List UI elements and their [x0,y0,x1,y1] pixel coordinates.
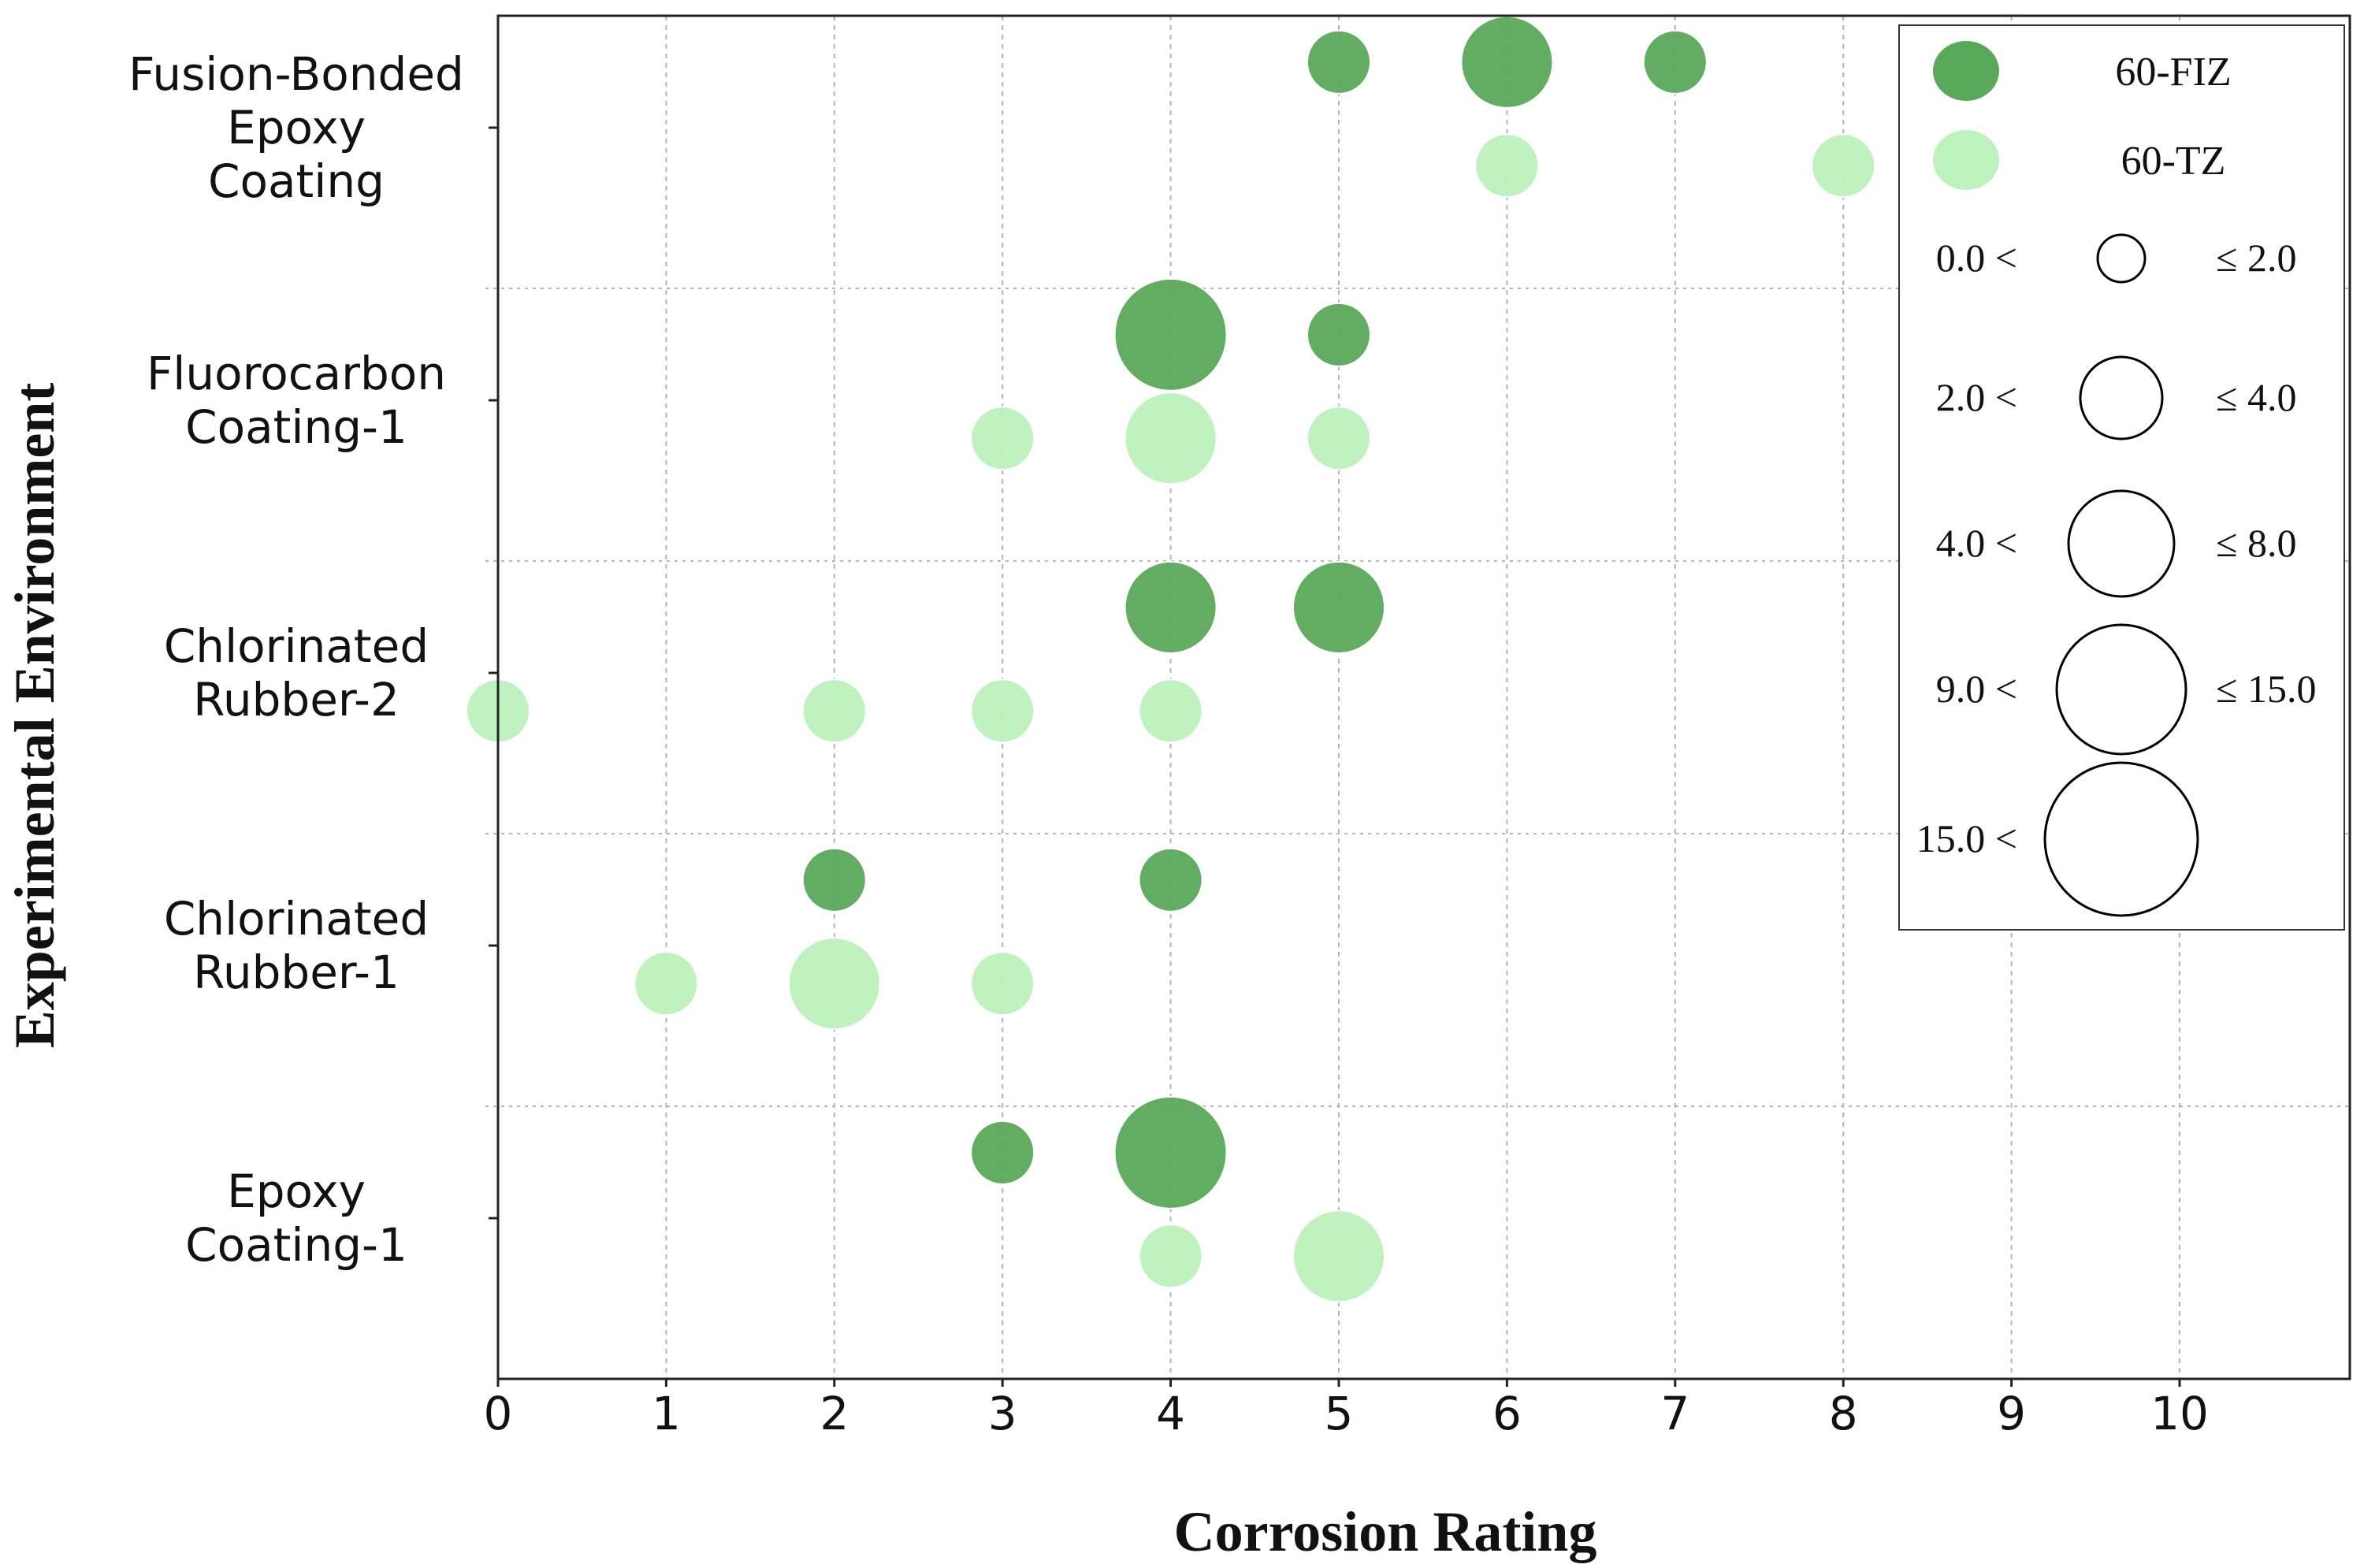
tz-bubble [787,937,881,1031]
x-tick-label: 0 [484,1387,513,1440]
fiz-bubble [801,847,867,912]
y-category-label: Fluorocarbon [147,347,446,400]
fiz-bubble [1113,1095,1228,1209]
legend-size-circle [2096,233,2147,284]
tz-bubble [1138,1224,1203,1289]
tz-bubble [801,678,867,744]
tz-bubble [1474,133,1540,199]
x-tick-label: 9 [1997,1387,2026,1440]
fiz-bubble [1113,277,1228,392]
legend-size-low: 15.0 < [1916,816,2017,860]
legend-size-high: ≤ 15.0 [2216,667,2316,711]
legend-size-low: 4.0 < [1936,521,2017,565]
x-tick-label: 3 [988,1387,1017,1440]
y-category-label: Chlorinated [164,619,429,673]
fiz-bubble [1138,847,1203,912]
legend-size-circle [2043,761,2199,917]
fiz-bubble [1642,29,1708,95]
legend-size-high: ≤ 4.0 [2216,375,2296,419]
x-tick-label: 7 [1660,1387,1689,1440]
tz-bubble [634,951,699,1016]
y-axis-title: Experimental Environment [3,383,66,1049]
tz-bubble [970,406,1035,471]
fiz-bubble [1124,560,1217,654]
y-category-label: Coating-1 [185,400,407,454]
x-tick-label: 1 [652,1387,681,1440]
x-axis-title: Corrosion Rating [1174,1500,1597,1563]
tz-bubble [1292,1209,1385,1303]
axis-layer: 0 1 2 3 4 5 6 7 8 9 10Fusion-BondedEpoxyCoatingFlu… [128,14,2351,1440]
fiz-bubble [970,1120,1035,1185]
fiz-bubble [1292,560,1385,654]
legend-size-low: 9.0 < [1936,667,2017,711]
fiz-bubble [1307,302,1371,367]
y-category-label: Chlorinated [164,892,429,946]
legend-size-low: 0.0 < [1936,236,2017,280]
x-tick-label: 4 [1156,1387,1185,1440]
fiz-bubble [1307,29,1371,95]
legend-size-low: 2.0 < [1936,375,2017,419]
tz-bubble [1124,392,1217,485]
legend-tz-swatch [1933,130,1999,190]
legend-size-circle [2079,355,2164,440]
tz-bubble [970,951,1035,1016]
y-category-label: Rubber-1 [193,946,400,999]
x-tick-label: 10 [2150,1387,2209,1440]
y-category-label: Epoxy [227,101,366,154]
tz-bubble [1307,406,1371,471]
bubble-layer [466,15,1876,1303]
legend-fiz-swatch [1933,41,1999,101]
tz-bubble [1138,678,1203,744]
y-category-label: Epoxy [227,1165,366,1218]
tz-bubble [970,678,1035,744]
x-tick-label: 5 [1325,1387,1354,1440]
plot-frame [496,14,2351,1380]
tz-bubble [1811,133,1876,199]
legend: 60-FIZ 60-TZ 0.0 < ≤ 2.0 2.0 < ≤ 4.0 4.0 < ≤ 8.… [1898,24,2345,931]
x-tick-label: 8 [1829,1387,1858,1440]
x-tick-label: 6 [1492,1387,1522,1440]
legend-series-label: 60-FIZ [2115,50,2231,95]
legend-size-high: ≤ 2.0 [2216,236,2296,280]
y-category-label: Coating-1 [185,1218,407,1272]
y-category-label: Rubber-2 [193,673,400,726]
y-category-label: Fusion-Bonded [128,47,464,101]
legend-size-circle [2055,623,2187,756]
legend-series-label: 60-TZ [2121,139,2226,184]
fiz-bubble [1460,15,1554,109]
legend-size-high: ≤ 8.0 [2216,521,2296,565]
y-category-label: Coating [208,154,385,208]
x-tick-label: 2 [820,1387,849,1440]
legend-size-circle [2067,489,2176,598]
